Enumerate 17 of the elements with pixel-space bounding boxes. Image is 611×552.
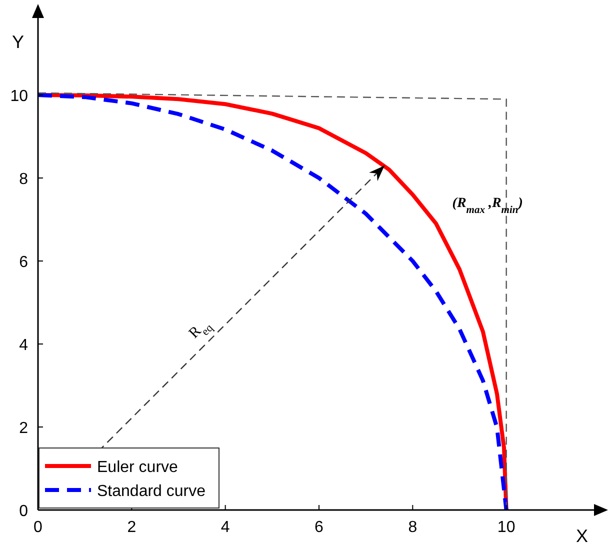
legend-label: Euler curve	[97, 459, 178, 476]
y-tick-label: 8	[19, 171, 28, 188]
y-tick-label: 6	[19, 254, 28, 271]
y-tick-label: 0	[19, 503, 28, 520]
annotation: (R$_{max}$ ,R$_{min}$)	[452, 196, 523, 216]
x-tick-label: 4	[220, 519, 230, 536]
x-axis-title: X	[576, 526, 588, 546]
x-tick-label: 2	[127, 519, 136, 536]
y-tick-label: 4	[19, 337, 28, 354]
legend-label: Standard curve	[97, 483, 206, 500]
x-tick-label: 6	[314, 519, 324, 536]
y-tick-label: 2	[19, 420, 28, 437]
x-tick-label: 8	[408, 519, 418, 536]
x-tick-label: 0	[34, 519, 43, 536]
y-tick-label: 10	[10, 88, 28, 105]
y-axis-title: Y	[12, 32, 24, 52]
x-tick-label: 10	[497, 519, 516, 536]
